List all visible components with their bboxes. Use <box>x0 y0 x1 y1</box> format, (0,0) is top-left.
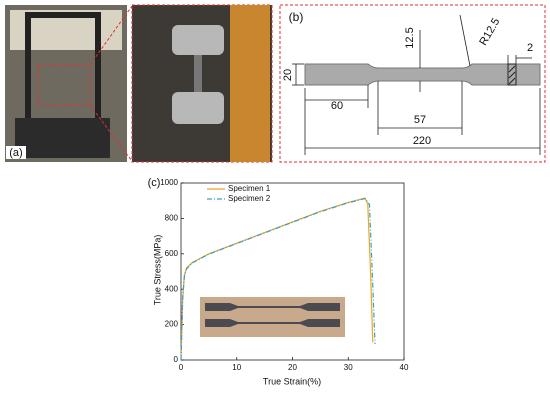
zoom-box <box>37 64 91 106</box>
panel-label: (b) <box>289 10 304 24</box>
x-tick-label: 40 <box>400 363 409 372</box>
machine-base <box>15 118 110 158</box>
dimension-label: 2 <box>527 42 533 54</box>
photo-cabinet <box>230 5 270 162</box>
x-tick-label: 0 <box>179 363 184 372</box>
dimension-label: 12.5 <box>404 27 416 48</box>
x-axis-label: True Strain(%) <box>263 376 321 386</box>
legend-label: Specimen 1 <box>228 184 271 193</box>
legend-label: Specimen 2 <box>228 194 271 203</box>
y-tick-label: 200 <box>165 320 179 329</box>
label-box <box>6 146 26 159</box>
dimension-lines <box>292 14 541 155</box>
dimension-label: 20 <box>282 69 294 81</box>
y-axis-label: True Stress(MPa) <box>152 235 162 306</box>
inset-specimen <box>205 303 340 311</box>
panel-label: (a) <box>9 147 22 159</box>
hatch-lines <box>508 65 516 85</box>
y-tick-label: 0 <box>174 355 179 364</box>
panel-label: (c) <box>148 177 161 189</box>
y-tick-label: 600 <box>165 249 179 258</box>
zoom-line <box>89 104 133 162</box>
specimen-drawing <box>304 63 541 86</box>
inset-specimen <box>205 319 340 327</box>
lower-grip <box>172 92 224 124</box>
x-tick-label: 30 <box>344 363 353 372</box>
x-tick-label: 20 <box>288 363 297 372</box>
zoom-line <box>89 5 133 66</box>
y-tick-label: 800 <box>165 214 179 223</box>
x-tick-label: 10 <box>232 363 241 372</box>
specimen <box>194 55 202 92</box>
dimension-label: 220 <box>413 135 431 147</box>
dimension-label: 57 <box>414 114 426 126</box>
section-hatch <box>507 63 517 86</box>
y-tick-label: 1000 <box>160 178 178 187</box>
y-tick-label: 400 <box>165 284 179 293</box>
dimension-label: 60 <box>331 100 343 112</box>
upper-grip <box>172 25 224 55</box>
